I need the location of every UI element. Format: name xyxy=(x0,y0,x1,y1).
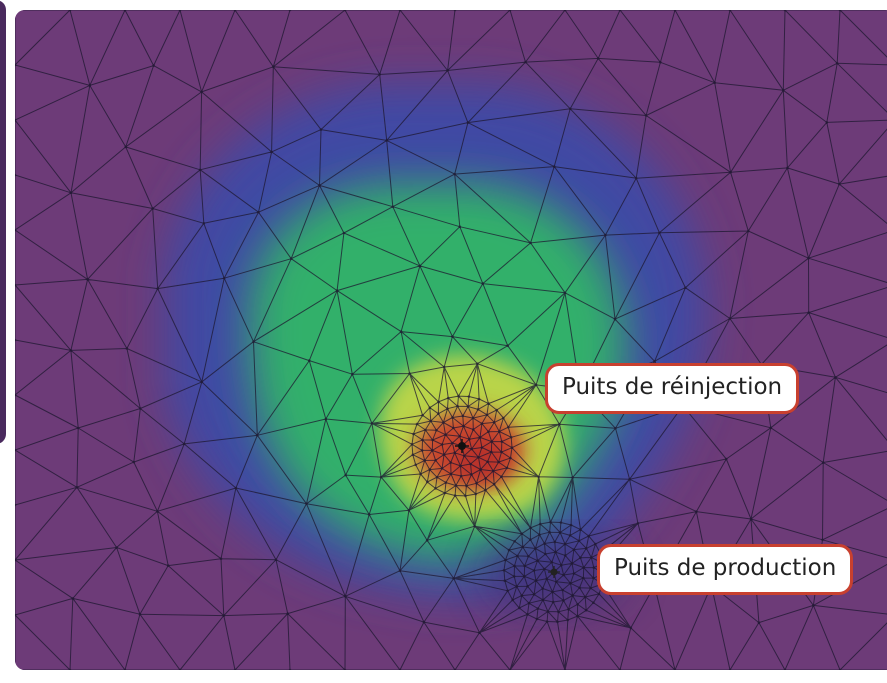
well-point-icon xyxy=(455,439,469,453)
mesh-field xyxy=(15,10,887,670)
adjacent-panel-edge xyxy=(0,0,6,444)
mesh-nodes xyxy=(15,10,842,670)
reservoir-simulation-map: Puits de réinjection Puits de production xyxy=(15,10,887,670)
production-well-label: Puits de production xyxy=(597,544,854,595)
mesh-edges xyxy=(15,10,887,670)
triangular-mesh xyxy=(15,10,887,670)
well-point-icon xyxy=(548,566,560,578)
injection-well-label: Puits de réinjection xyxy=(545,363,800,414)
